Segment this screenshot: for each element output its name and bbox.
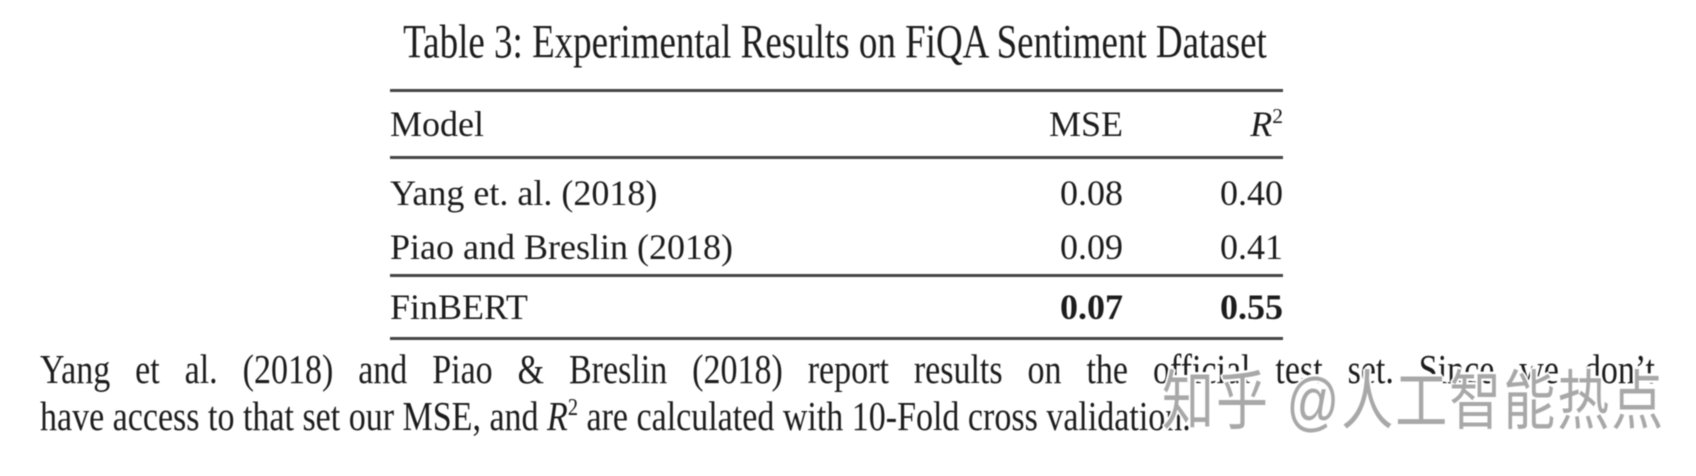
cell-mse: 0.08 [1060,172,1123,213]
cell-r2: 0.41 [1220,227,1283,267]
table-row: Piao and Breslin (2018) 0.09 0.41 [390,220,1283,276]
table-header-row: Model MSE R2 [390,90,1283,158]
caption-line-2: have access to that set our MSE, and R2 … [40,394,1191,442]
r2-symbol: R [547,395,568,440]
col-header-mse: MSE [1048,104,1123,144]
r2-symbol: R [1250,104,1273,144]
col-header-model: Model [390,104,484,144]
cell-mse: 0.07 [1060,287,1123,327]
cell-r2: 0.40 [1220,172,1283,213]
cell-model: Yang et. al. (2018) [390,172,658,213]
caption-line-2-pre: have access to that set our MSE, and [40,395,548,440]
cell-r2: 0.55 [1220,287,1283,327]
cell-model: FinBERT [390,287,528,327]
table-row: Yang et. al. (2018) 0.08 0.40 [390,158,1283,221]
col-header-r2: R2 [1123,91,1283,158]
caption-line-2-post: are calculated with 10-Fold cross valida… [578,395,1191,440]
results-table: Model MSE R2 Yang et. al. (2018) 0.08 0.… [390,89,1283,340]
cell-model: Piao and Breslin (2018) [390,227,733,267]
caption-line-1: Yang et al. (2018) and Piao & Breslin (2… [40,348,1655,393]
zhihu-watermark: 知乎 @人工智能热点 [1162,366,1666,439]
r2-superscript: 2 [567,394,579,422]
table-row-finbert: FinBERT 0.07 0.55 [390,276,1283,339]
table-title: Table 3: Experimental Results on FiQA Se… [403,15,1267,69]
r2-superscript: 2 [1272,104,1283,128]
cell-mse: 0.09 [1060,227,1123,267]
